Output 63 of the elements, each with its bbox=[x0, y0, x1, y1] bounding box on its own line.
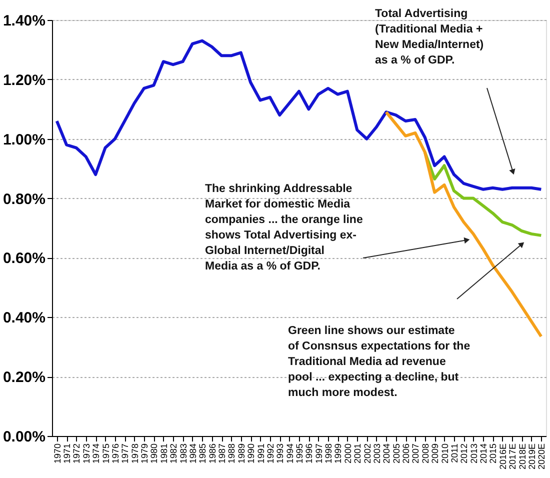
x-tick-label: 2008 bbox=[420, 444, 430, 464]
x-tick-label: 1979 bbox=[140, 444, 150, 464]
y-tick-label: 0.80% bbox=[2, 190, 46, 208]
x-tick-label: 2015 bbox=[488, 444, 498, 464]
x-tick-label: 1989 bbox=[236, 444, 246, 464]
x-tick-label: 2000 bbox=[342, 444, 353, 464]
line-series bbox=[384, 110, 543, 338]
x-tick-label: 1985 bbox=[198, 444, 208, 464]
x-tick-label: 2010 bbox=[440, 444, 450, 464]
y-tick-label: 0.20% bbox=[2, 369, 46, 386]
x-tick-label: 2020E bbox=[536, 444, 547, 470]
x-tick-label: 1971 bbox=[62, 444, 72, 464]
y-tick-label: 1.20% bbox=[2, 72, 46, 89]
y-tick-label: 1.00% bbox=[2, 131, 46, 148]
annotation: Total Advertising (Traditional Media + New Media/Internet) as a % of GDP. bbox=[375, 8, 484, 66]
x-tick-label: 2005 bbox=[391, 444, 402, 464]
x-tick-label: 1981 bbox=[158, 444, 169, 464]
x-tick-label: 1988 bbox=[226, 444, 237, 464]
x-tick-label: 2016E bbox=[498, 444, 508, 470]
y-tick-label: 0.00% bbox=[2, 428, 46, 446]
x-tick-label: 1991 bbox=[256, 444, 266, 464]
y-tick-label: 0.60% bbox=[2, 250, 46, 268]
x-tick-label: 2004 bbox=[382, 444, 392, 464]
x-tick-label: 1984 bbox=[188, 444, 198, 464]
x-tick-label: 1973 bbox=[81, 444, 92, 464]
x-tick-label: 1970 bbox=[52, 444, 62, 464]
x-tick-label: 2013 bbox=[468, 444, 479, 464]
x-tick-label: 2006 bbox=[401, 444, 412, 464]
x-tick-label: 1976 bbox=[110, 444, 120, 464]
x-tick-label: 1975 bbox=[100, 444, 111, 464]
x-tick-label: 1986 bbox=[207, 444, 218, 464]
x-tick-label: 2009 bbox=[430, 444, 440, 464]
x-tick-label: 2019E bbox=[526, 444, 537, 470]
x-tick-label: 1992 bbox=[265, 444, 276, 464]
x-tick-label: 2001 bbox=[352, 444, 363, 464]
x-tick-label: 2014 bbox=[478, 444, 489, 464]
x-tick-label: 1972 bbox=[72, 444, 82, 464]
x-tick-label: 1974 bbox=[91, 444, 102, 464]
x-tick-label: 2003 bbox=[372, 444, 382, 464]
x-tick-label: 1977 bbox=[120, 444, 130, 464]
x-tick-label: 2018E bbox=[517, 444, 528, 470]
x-tick-label: 1994 bbox=[284, 444, 295, 464]
y-tick-label: 0.40% bbox=[2, 310, 46, 327]
x-tick-label: 2017E bbox=[508, 444, 518, 470]
x-tick-label: 2002 bbox=[362, 444, 372, 464]
x-tick-label: 1996 bbox=[304, 444, 314, 464]
x-tick-label: 1987 bbox=[217, 444, 228, 464]
annotation: The shrinking Addressable Market for domestic Media companies ... the orange line shows Total Advertising ex- Global Internet/Digital Media as a % of GDP. bbox=[205, 183, 363, 272]
x-tick-label: 1999 bbox=[333, 444, 344, 464]
x-tick-label: 2011 bbox=[449, 444, 460, 463]
y-tick-label: 1.40% bbox=[2, 12, 46, 30]
x-tick-label: 1990 bbox=[246, 444, 256, 464]
x-tick-label: 1993 bbox=[275, 444, 286, 464]
x-tick-label: 1982 bbox=[168, 444, 179, 464]
x-tick-label: 1998 bbox=[324, 444, 334, 464]
x-tick-label: 2012 bbox=[459, 444, 470, 464]
x-tick-label: 1997 bbox=[314, 444, 324, 464]
x-tick-label: 2007 bbox=[410, 444, 421, 464]
x-tick-label: 1978 bbox=[130, 444, 140, 464]
annotation: Green line shows our estimate of Consnsus expectations for the Traditional Media ad revenue pool ... expecting a decline, but much more modest. bbox=[288, 325, 470, 399]
x-tick-label: 1980 bbox=[149, 444, 160, 464]
x-tick-label: 1983 bbox=[178, 444, 188, 464]
x-tick-label: 1995 bbox=[294, 444, 304, 464]
